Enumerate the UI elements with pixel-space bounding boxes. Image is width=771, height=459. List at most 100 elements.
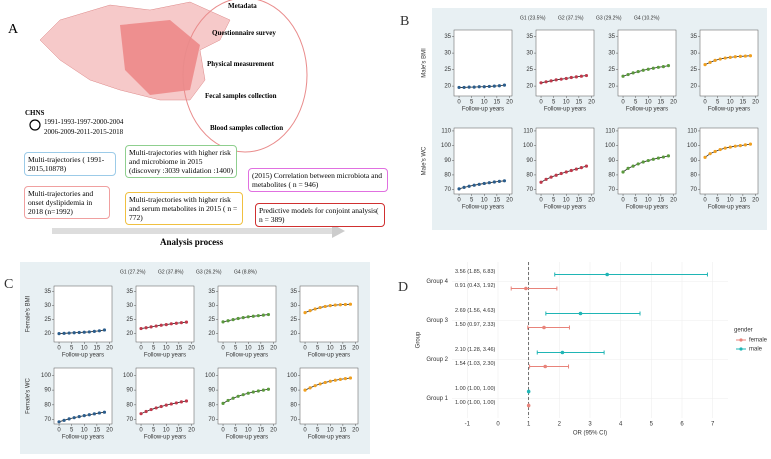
point <box>221 401 225 405</box>
x-axis-label: Follow-up years <box>62 435 104 441</box>
point <box>482 181 486 186</box>
flow-box: Multi-trajectories with higher risk and … <box>125 192 243 225</box>
point <box>549 79 553 83</box>
point <box>728 145 732 149</box>
y-tick-label: 80 <box>290 402 297 408</box>
x-axis-label: Follow-up years <box>708 205 750 211</box>
y-tick-label: 80 <box>126 402 133 408</box>
point <box>184 320 189 324</box>
x-tick-label: 5 <box>234 346 238 352</box>
x-axis-label: Follow-up years <box>626 205 668 211</box>
x-tick-label: 10 <box>163 346 170 352</box>
y-tick-label: 30 <box>126 303 133 309</box>
point <box>97 411 101 415</box>
x-tick-label: 0 <box>457 100 461 106</box>
y-tick-label: 25 <box>444 67 451 73</box>
x-axis-label: Follow-up years <box>144 353 186 359</box>
point <box>246 391 250 395</box>
legend-entry: G2 (37.1%) <box>558 15 584 21</box>
point <box>574 75 578 79</box>
y-tick-label: 25 <box>690 67 697 73</box>
plot-bg <box>217 285 277 343</box>
years: 2006-2009-2011-2015-2018 <box>44 128 124 136</box>
y-tick-label: Group 4 <box>426 279 448 285</box>
x-axis-label: Follow-up years <box>62 353 104 359</box>
point <box>651 66 655 70</box>
y-tick-label: 30 <box>526 51 533 57</box>
y-tick-label: 20 <box>608 84 615 90</box>
x-tick-label: 0 <box>139 428 143 434</box>
panel-label: C <box>4 277 13 292</box>
x-tick-label: 10 <box>645 100 652 106</box>
point <box>584 164 589 168</box>
y-tick-label: 35 <box>208 289 215 295</box>
value-label: 1.50 (0.97, 2.33) <box>455 322 496 328</box>
point <box>328 379 332 383</box>
x-tick-label: 15 <box>340 346 347 352</box>
point <box>656 156 660 160</box>
clock-icon <box>29 119 41 131</box>
point <box>748 54 753 58</box>
legend-entry: male <box>749 347 763 353</box>
y-tick-label: 80 <box>444 173 451 179</box>
point <box>738 54 742 59</box>
point <box>482 85 486 89</box>
point <box>477 182 481 186</box>
point <box>67 331 71 335</box>
point <box>256 314 260 318</box>
y-tick-label: 35 <box>526 34 533 40</box>
legend-dot <box>739 338 743 342</box>
point <box>323 304 327 309</box>
flow-box: Multi-trajectories with higher risk and … <box>125 145 237 178</box>
point <box>487 84 491 89</box>
point <box>261 313 265 317</box>
value-label: 3.56 (1.85, 6.83) <box>455 269 496 275</box>
point <box>636 162 640 166</box>
point <box>149 325 153 329</box>
point <box>543 364 548 369</box>
y-tick-label: 80 <box>690 173 697 179</box>
y-tick-label: 110 <box>523 129 533 135</box>
point <box>646 158 650 163</box>
x-tick-label: 0 <box>703 100 707 106</box>
point <box>338 303 342 307</box>
point <box>184 399 189 403</box>
x-tick-label: 5 <box>634 100 638 106</box>
point <box>343 302 347 307</box>
y-tick-label: 80 <box>526 173 533 179</box>
legend-entry: G1 (27.2%) <box>120 269 146 275</box>
plot-bg <box>135 285 195 343</box>
trend-line <box>58 411 105 423</box>
point <box>560 350 565 355</box>
point <box>149 407 153 412</box>
x-tick-label: 5 <box>316 428 320 434</box>
metadata-title: Metadata <box>228 2 257 10</box>
point <box>626 166 630 170</box>
x-tick-label: 2 <box>558 422 562 428</box>
y-tick-label: 100 <box>523 143 534 149</box>
x-tick-label: 20 <box>352 346 359 352</box>
y-tick-label: 80 <box>608 173 615 179</box>
x-tick-label: 20 <box>752 100 759 106</box>
plot-bg <box>217 367 277 425</box>
y-tick-label: 90 <box>690 158 697 164</box>
point <box>497 179 501 183</box>
y-tick-label: 35 <box>444 34 451 40</box>
y-tick-label: 20 <box>44 331 51 337</box>
point <box>666 64 671 68</box>
point <box>231 318 235 322</box>
x-tick-label: 10 <box>727 198 734 204</box>
point <box>328 304 332 308</box>
point <box>651 157 655 161</box>
y-tick-label: 70 <box>526 187 533 193</box>
point <box>97 329 101 333</box>
trend-line <box>622 65 669 77</box>
plot-bg <box>299 367 359 425</box>
point <box>703 63 707 67</box>
point <box>462 185 466 189</box>
y-tick-label: 100 <box>123 373 134 379</box>
point <box>733 55 737 59</box>
x-tick-label: 5 <box>316 346 320 352</box>
y-tick-label: 35 <box>44 289 51 295</box>
trend-line <box>622 155 669 173</box>
